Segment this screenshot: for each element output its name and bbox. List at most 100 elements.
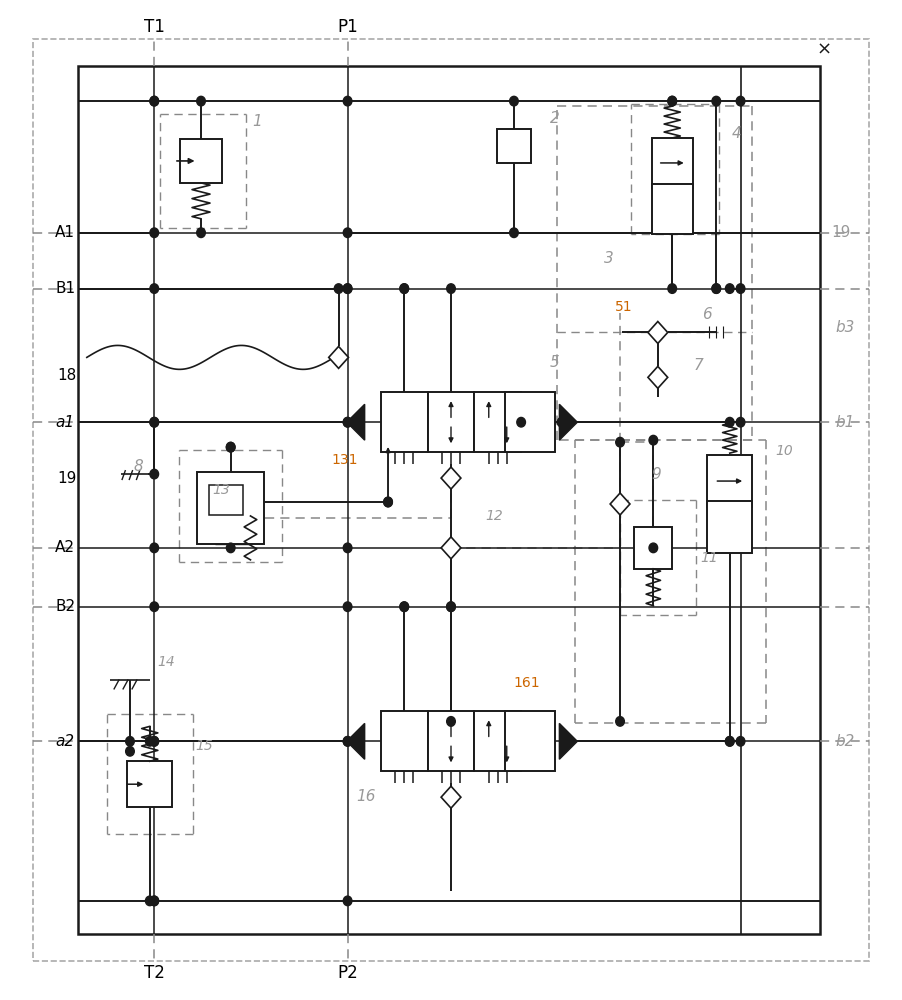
- Circle shape: [344, 417, 352, 427]
- Circle shape: [712, 284, 721, 293]
- Polygon shape: [346, 404, 364, 440]
- Circle shape: [446, 602, 456, 611]
- Text: B1: B1: [55, 281, 76, 296]
- Circle shape: [150, 469, 159, 479]
- Polygon shape: [559, 723, 577, 759]
- Text: P1: P1: [337, 18, 358, 36]
- Text: 51: 51: [615, 300, 632, 314]
- Text: b3: b3: [835, 320, 854, 335]
- Circle shape: [383, 497, 392, 507]
- Text: 2: 2: [549, 111, 559, 126]
- Circle shape: [667, 284, 676, 293]
- Text: 8: 8: [133, 459, 143, 474]
- Circle shape: [517, 417, 526, 427]
- Circle shape: [446, 543, 456, 553]
- Text: 161: 161: [513, 676, 540, 690]
- Circle shape: [725, 737, 734, 746]
- Circle shape: [383, 497, 392, 507]
- Text: 6: 6: [703, 307, 713, 322]
- Circle shape: [150, 284, 159, 293]
- Circle shape: [510, 228, 519, 238]
- Text: 12: 12: [485, 509, 503, 523]
- Polygon shape: [441, 786, 461, 808]
- Circle shape: [344, 543, 352, 553]
- Circle shape: [344, 96, 352, 106]
- Circle shape: [736, 417, 745, 427]
- Circle shape: [150, 417, 159, 427]
- Circle shape: [335, 284, 343, 293]
- Text: 18: 18: [57, 368, 77, 383]
- Polygon shape: [559, 404, 577, 440]
- Text: B2: B2: [55, 599, 76, 614]
- Text: b2: b2: [835, 734, 854, 749]
- Bar: [505, 711, 555, 771]
- Text: a2: a2: [55, 734, 75, 749]
- Text: A2: A2: [55, 540, 76, 555]
- Circle shape: [725, 737, 734, 746]
- Text: 5: 5: [549, 355, 559, 370]
- Bar: [428, 711, 474, 771]
- Bar: [381, 711, 428, 771]
- Circle shape: [649, 543, 658, 553]
- Circle shape: [344, 896, 352, 906]
- Circle shape: [510, 96, 519, 106]
- Circle shape: [725, 417, 734, 427]
- Text: 16: 16: [355, 789, 375, 804]
- Circle shape: [616, 717, 624, 726]
- Bar: [707, 501, 752, 553]
- Circle shape: [150, 543, 159, 553]
- Circle shape: [446, 602, 456, 611]
- Polygon shape: [441, 537, 461, 559]
- Circle shape: [145, 737, 154, 746]
- Bar: [197, 472, 264, 544]
- Circle shape: [712, 96, 721, 106]
- Bar: [651, 184, 693, 234]
- Text: 19: 19: [57, 471, 77, 486]
- Text: ×: ×: [816, 40, 832, 58]
- Circle shape: [150, 896, 159, 906]
- Bar: [127, 761, 172, 807]
- Bar: [78, 66, 820, 934]
- Circle shape: [400, 284, 409, 293]
- Circle shape: [197, 228, 206, 238]
- Circle shape: [736, 96, 745, 106]
- Text: a1: a1: [55, 415, 75, 430]
- Text: 19: 19: [832, 225, 851, 240]
- Circle shape: [197, 96, 206, 106]
- Bar: [707, 455, 752, 507]
- Text: P2: P2: [337, 964, 358, 982]
- Circle shape: [649, 435, 658, 445]
- Circle shape: [344, 737, 352, 746]
- Text: 14: 14: [157, 655, 175, 669]
- Circle shape: [400, 602, 409, 611]
- Circle shape: [344, 284, 352, 293]
- Polygon shape: [441, 467, 461, 489]
- Circle shape: [150, 228, 159, 238]
- Bar: [651, 138, 693, 188]
- Circle shape: [226, 543, 235, 553]
- Text: 9: 9: [651, 467, 661, 482]
- Polygon shape: [328, 346, 348, 368]
- Circle shape: [226, 442, 235, 452]
- Circle shape: [616, 437, 624, 447]
- Bar: [381, 392, 428, 452]
- Circle shape: [725, 284, 734, 293]
- Polygon shape: [648, 366, 667, 388]
- Text: T2: T2: [143, 964, 165, 982]
- Bar: [505, 392, 555, 452]
- Circle shape: [344, 602, 352, 611]
- Text: 131: 131: [332, 453, 358, 467]
- Text: 13: 13: [213, 483, 231, 497]
- Bar: [497, 129, 531, 163]
- Bar: [474, 711, 521, 771]
- Circle shape: [667, 96, 676, 106]
- Text: 10: 10: [775, 444, 793, 458]
- Circle shape: [557, 417, 566, 427]
- Circle shape: [150, 602, 159, 611]
- Circle shape: [712, 284, 721, 293]
- Polygon shape: [648, 321, 667, 343]
- Bar: [474, 392, 521, 452]
- Text: 11: 11: [700, 551, 718, 565]
- Circle shape: [150, 96, 159, 106]
- Circle shape: [150, 896, 159, 906]
